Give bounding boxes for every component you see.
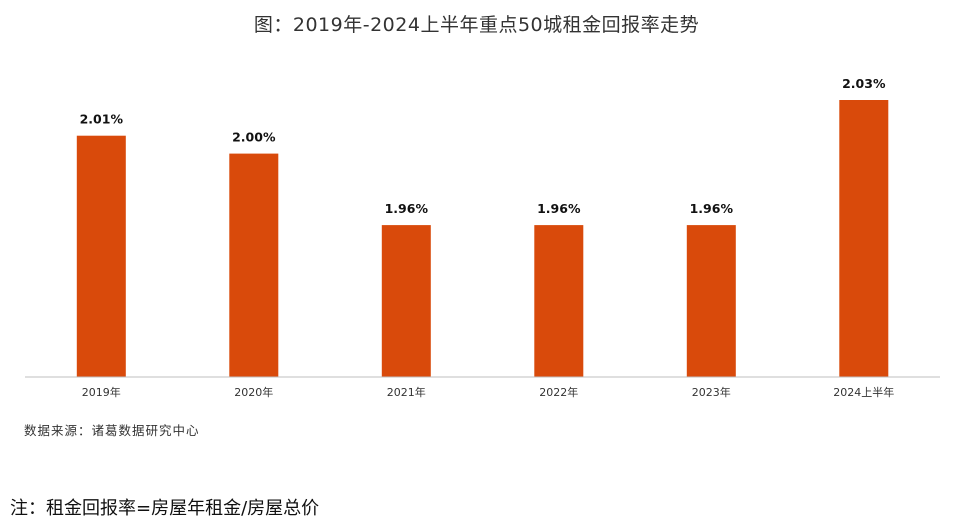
data-label-2: 1.96% bbox=[385, 201, 429, 216]
bar-5 bbox=[839, 100, 889, 377]
bar-0 bbox=[76, 135, 126, 377]
x-tick-label-1: 2020年 bbox=[234, 385, 273, 399]
x-tick-label-3: 2022年 bbox=[539, 385, 578, 399]
x-tick-label-4: 2023年 bbox=[692, 385, 731, 399]
data-label-1: 2.00% bbox=[232, 130, 276, 145]
bar-1 bbox=[229, 153, 279, 377]
x-tick-label-0: 2019年 bbox=[82, 385, 121, 399]
labels-layer: 2.01% 2.00% 1.96% 1.96% 1.96% 2.03% bbox=[80, 76, 886, 216]
ticks-layer: 2019年 2020年 2021年 2022年 2023年 2024上半年 bbox=[82, 385, 894, 399]
chart-title: 图：2019年-2024上半年重点50城租金回报率走势 bbox=[253, 14, 700, 36]
x-tick-label-2: 2021年 bbox=[387, 385, 426, 399]
footnote: 注：租金回报率=房屋年租金/房屋总价 bbox=[10, 498, 320, 519]
x-tick-label-5: 2024上半年 bbox=[833, 385, 894, 399]
bar-4 bbox=[686, 225, 736, 377]
data-label-3: 1.96% bbox=[537, 201, 581, 216]
data-label-0: 2.01% bbox=[80, 112, 124, 127]
source-note: 数据来源：诸葛数据研究中心 bbox=[24, 423, 200, 438]
data-label-5: 2.03% bbox=[842, 76, 886, 91]
bars-layer bbox=[76, 100, 889, 377]
data-label-4: 1.96% bbox=[690, 201, 734, 216]
bar-2 bbox=[381, 225, 431, 377]
bar-3 bbox=[534, 225, 584, 377]
